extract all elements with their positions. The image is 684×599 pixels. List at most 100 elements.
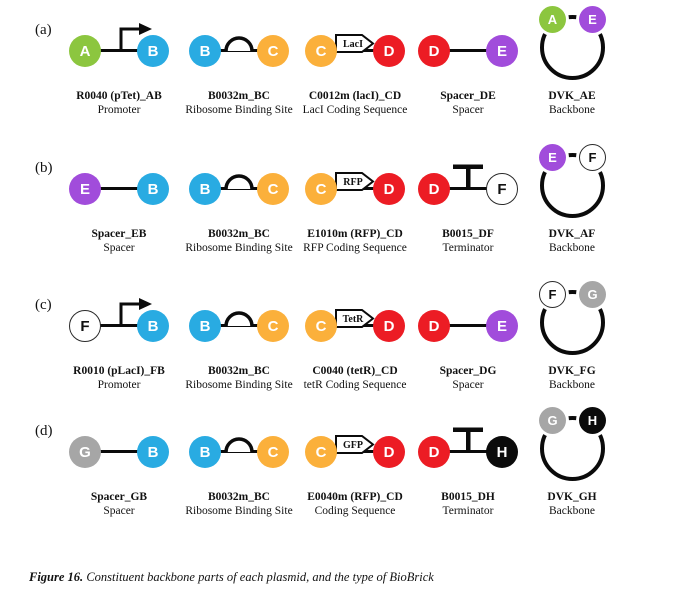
part-description: Ribosome Binding Site xyxy=(185,242,293,254)
coding-glyph-label: LacI xyxy=(343,39,363,50)
part-description: Coding Sequence xyxy=(314,505,396,517)
part-description: Ribosome Binding Site xyxy=(185,379,293,391)
backbone-circle-right: H xyxy=(579,407,606,434)
part-coding: GFP C D E0040m (RFP)_CD Coding Sequence xyxy=(291,409,419,541)
backbone-letter-left: E xyxy=(548,150,557,165)
part-circle-left: C xyxy=(305,310,337,342)
part-circle-right: C xyxy=(257,436,289,468)
part-circle-left: E xyxy=(69,173,101,205)
backbone-letter-right: E xyxy=(588,12,597,27)
part-coding: RFP C D E1010m (RFP)_CD RFP Coding Seque… xyxy=(291,146,419,278)
part-circle-left: B xyxy=(189,310,221,342)
backbone-circle-left: F xyxy=(539,281,566,308)
part-letter-right: B xyxy=(147,42,159,60)
row-label: (b) xyxy=(35,160,53,176)
part-letter-right: F xyxy=(497,180,507,198)
backbone-circle-left: E xyxy=(539,144,566,171)
part-circle-left: D xyxy=(418,310,450,342)
promoter-arrow-icon xyxy=(119,298,152,326)
part-rbs: B C B0032m_BC Ribosome Binding Site xyxy=(175,283,303,415)
part-name: E0040m (RFP)_CD xyxy=(307,491,403,503)
part-description: Promoter xyxy=(97,379,141,391)
part-circle-right: B xyxy=(137,436,169,468)
row-label: (c) xyxy=(35,297,52,313)
connector-line xyxy=(81,450,157,453)
part-name: E1010m (RFP)_CD xyxy=(307,228,403,240)
part-circle-right: D xyxy=(373,173,405,205)
part-circle-right: E xyxy=(486,310,518,342)
part-label: DVK_GH Backbone xyxy=(482,490,662,518)
part-name: Spacer_DG xyxy=(439,365,497,377)
part-name: B0015_DH xyxy=(441,491,495,503)
part-rbs: B C B0032m_BC Ribosome Binding Site xyxy=(175,409,303,541)
plasmid-row: (a) A B R0040 (pTet)_AB Promoter B C B00… xyxy=(0,6,684,140)
backbone-circle-right: F xyxy=(579,144,606,171)
part-letter-right: D xyxy=(383,180,395,198)
part-circle-left: B xyxy=(189,436,221,468)
coding-glyph-label: GFP xyxy=(343,440,363,451)
coding-glyph-label: RFP xyxy=(343,177,362,188)
part-name: B0032m_BC xyxy=(208,365,270,377)
part-description: Spacer xyxy=(452,104,484,116)
part-circle-left: G xyxy=(69,436,101,468)
part-description: Promoter xyxy=(97,104,141,116)
part-description: Backbone xyxy=(549,379,595,391)
plasmid-ring-icon xyxy=(540,290,605,355)
backbone-part: F G DVK_FG Backbone xyxy=(532,281,612,415)
part-letter-right: E xyxy=(496,317,507,335)
part-description: Ribosome Binding Site xyxy=(185,104,293,116)
part-circle-left: F xyxy=(69,310,101,342)
backbone-letter-left: G xyxy=(547,413,558,428)
part-label: Spacer_DG Spacer xyxy=(378,364,558,392)
part-terminator: D H B0015_DH Terminator xyxy=(404,409,532,541)
part-circle-left: D xyxy=(418,173,450,205)
part-label: DVK_AF Backbone xyxy=(482,227,662,255)
part-letter-left: D xyxy=(428,42,440,60)
backbone-letter-right: G xyxy=(587,287,598,302)
part-label: C0012m (lacI)_CD LacI Coding Sequence xyxy=(265,89,445,117)
connector-line xyxy=(430,187,506,190)
part-letter-right: C xyxy=(267,317,279,335)
plasmid-row: (c) F B R0010 (pLacI)_FB Promoter B C B0… xyxy=(0,281,684,415)
part-letter-left: B xyxy=(199,42,211,60)
part-circle-left: C xyxy=(305,436,337,468)
rbs-dome-icon xyxy=(224,36,254,52)
part-label: B0032m_BC Ribosome Binding Site xyxy=(149,89,329,117)
plasmid-row: (d) G B Spacer_GB Spacer B C B0032m_BC R… xyxy=(0,407,684,541)
part-letter-left: E xyxy=(79,180,90,198)
part-rbs: B C B0032m_BC Ribosome Binding Site xyxy=(175,146,303,278)
terminator-icon xyxy=(453,164,483,188)
figure-caption: Figure 16. Constituent backbone parts of… xyxy=(29,570,434,585)
part-name: Spacer_GB xyxy=(90,491,148,503)
part-circle-right: D xyxy=(373,436,405,468)
part-description: Ribosome Binding Site xyxy=(185,505,293,517)
rbs-dome-icon xyxy=(224,174,254,190)
part-label: B0015_DF Terminator xyxy=(378,227,558,255)
part-label: DVK_FG Backbone xyxy=(482,364,662,392)
part-circle-right: B xyxy=(137,173,169,205)
part-letter-left: C xyxy=(315,180,327,198)
part-letter-right: H xyxy=(496,443,508,461)
part-name: DVK_GH xyxy=(547,491,597,503)
rbs-dome-icon xyxy=(224,437,254,453)
part-terminator: D F B0015_DF Terminator xyxy=(404,146,532,278)
part-name: DVK_AE xyxy=(548,90,596,102)
part-letter-left: A xyxy=(79,42,91,60)
part-letter-right: C xyxy=(267,42,279,60)
figure-caption-text: Constituent backbone parts of each plasm… xyxy=(83,570,434,584)
part-name: B0015_DF xyxy=(442,228,494,240)
part-letter-right: E xyxy=(496,42,507,60)
part-label: DVK_AE Backbone xyxy=(482,89,662,117)
part-label: Spacer_DE Spacer xyxy=(378,89,558,117)
backbone-part: A E DVK_AE Backbone xyxy=(532,6,612,140)
backbone-letter-left: F xyxy=(548,287,557,302)
part-letter-left: B xyxy=(199,180,211,198)
part-label: E1010m (RFP)_CD RFP Coding Sequence xyxy=(265,227,445,255)
part-circle-right: C xyxy=(257,35,289,67)
part-coding: LacI C D C0012m (lacI)_CD LacI Coding Se… xyxy=(291,8,419,140)
part-description: Spacer xyxy=(452,379,484,391)
connector-line xyxy=(81,324,157,327)
part-letter-right: D xyxy=(383,443,395,461)
part-circle-right: E xyxy=(486,35,518,67)
